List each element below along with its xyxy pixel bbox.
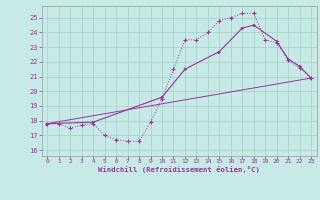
X-axis label: Windchill (Refroidissement éolien,°C): Windchill (Refroidissement éolien,°C) [98, 166, 260, 173]
